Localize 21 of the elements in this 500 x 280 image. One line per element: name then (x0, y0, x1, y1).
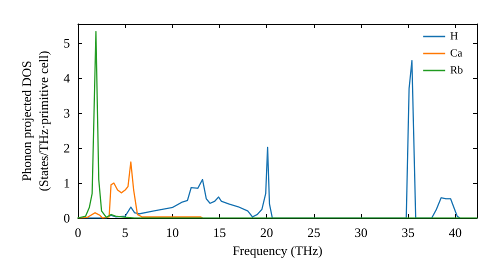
x-tick-label: 15 (212, 225, 226, 240)
x-tick-label: 40 (448, 225, 462, 240)
x-tick-label: 0 (74, 225, 82, 240)
x-tick-label: 5 (122, 225, 128, 240)
x-axis-title: Frequency (THz) (232, 242, 322, 258)
legend-label: Rb (450, 64, 464, 76)
legend-label: H (450, 30, 458, 42)
y-axis-title: Phonon projected DOS (States/THz·primitive cell) (19, 50, 51, 192)
y-tick-label: 2 (64, 140, 70, 156)
x-tick-label: 10 (166, 225, 179, 240)
x-tick-label: 20 (260, 225, 274, 240)
y-tick-label: 4 (64, 70, 70, 86)
y-tick-label: 0 (64, 210, 70, 226)
y-tick-label: 1 (64, 176, 70, 191)
x-tick-label: 30 (354, 225, 368, 240)
y-tick-label: 3 (64, 106, 70, 121)
x-tick-label: 25 (307, 225, 320, 240)
y-tick-label: 5 (64, 36, 70, 51)
line-series (77, 161, 204, 219)
x-tick-label: 35 (402, 225, 415, 240)
legend-label: Ca (450, 48, 462, 60)
